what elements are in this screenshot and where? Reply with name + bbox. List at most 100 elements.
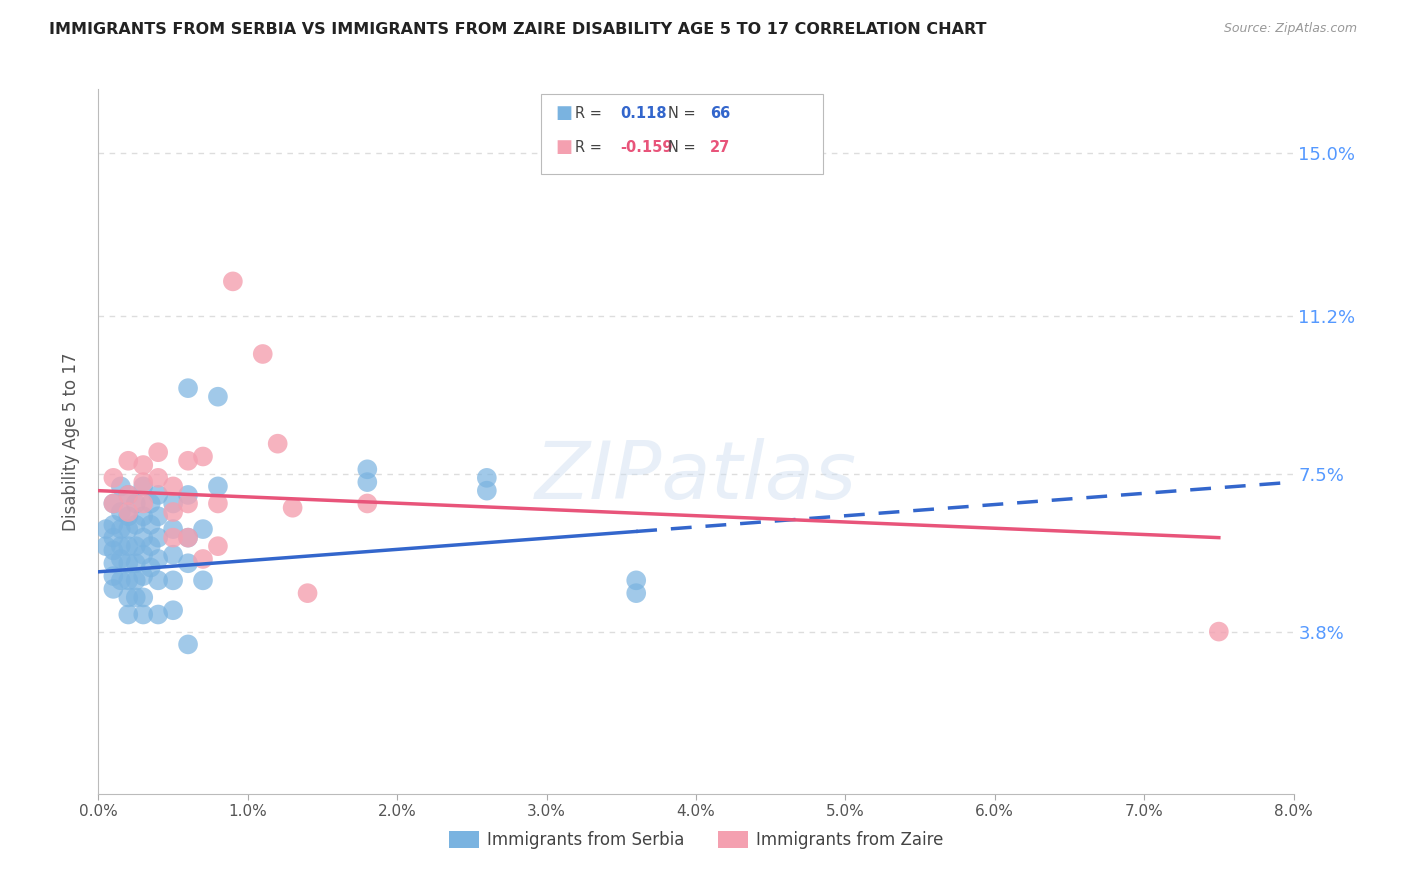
Point bbox=[117, 556, 139, 570]
Point bbox=[103, 569, 125, 583]
Point bbox=[117, 539, 139, 553]
Point bbox=[267, 436, 290, 450]
Point bbox=[117, 607, 139, 622]
Point bbox=[132, 548, 155, 562]
Point bbox=[207, 539, 229, 553]
Point bbox=[222, 274, 245, 288]
Point bbox=[125, 591, 148, 605]
Point bbox=[626, 586, 648, 600]
Point bbox=[356, 475, 378, 489]
Point bbox=[191, 552, 214, 566]
Point bbox=[117, 488, 139, 502]
Point bbox=[132, 479, 155, 493]
Point bbox=[132, 531, 155, 545]
Text: ZIPatlas: ZIPatlas bbox=[534, 438, 858, 516]
Point bbox=[94, 539, 117, 553]
Text: ■: ■ bbox=[555, 104, 572, 122]
Legend: Immigrants from Serbia, Immigrants from Zaire: Immigrants from Serbia, Immigrants from … bbox=[441, 824, 950, 856]
Point bbox=[139, 496, 162, 510]
Point bbox=[132, 496, 155, 510]
Point bbox=[626, 574, 648, 588]
Point bbox=[162, 548, 184, 562]
Point bbox=[162, 531, 184, 545]
Point bbox=[162, 574, 184, 588]
Point bbox=[117, 574, 139, 588]
Text: 0.118: 0.118 bbox=[620, 106, 666, 120]
Point bbox=[148, 445, 170, 459]
Point bbox=[177, 488, 200, 502]
Point bbox=[139, 539, 162, 553]
Y-axis label: Disability Age 5 to 17: Disability Age 5 to 17 bbox=[62, 352, 80, 531]
Point bbox=[139, 517, 162, 532]
Point bbox=[1208, 624, 1230, 639]
Text: N =: N = bbox=[668, 140, 700, 154]
Point bbox=[132, 509, 155, 524]
Point bbox=[103, 496, 125, 510]
Point bbox=[191, 450, 214, 464]
Point bbox=[125, 517, 148, 532]
Point bbox=[281, 500, 304, 515]
Point bbox=[177, 531, 200, 545]
Point bbox=[103, 517, 125, 532]
Point bbox=[125, 539, 148, 553]
Point bbox=[103, 531, 125, 545]
Point bbox=[125, 556, 148, 570]
Point bbox=[148, 531, 170, 545]
Text: ■: ■ bbox=[555, 138, 572, 156]
Point bbox=[475, 483, 498, 498]
Point bbox=[117, 522, 139, 536]
Point bbox=[177, 556, 200, 570]
Point bbox=[475, 471, 498, 485]
Point bbox=[162, 479, 184, 493]
Point bbox=[177, 381, 200, 395]
Point bbox=[356, 496, 378, 510]
Point bbox=[148, 471, 170, 485]
Point bbox=[132, 458, 155, 472]
Point bbox=[103, 556, 125, 570]
Point bbox=[148, 574, 170, 588]
Point bbox=[103, 496, 125, 510]
Point bbox=[177, 637, 200, 651]
Point bbox=[252, 347, 274, 361]
Point bbox=[110, 479, 132, 493]
Point bbox=[177, 496, 200, 510]
Point bbox=[162, 505, 184, 519]
Point bbox=[132, 475, 155, 489]
Point bbox=[162, 496, 184, 510]
Point bbox=[191, 574, 214, 588]
Point bbox=[110, 552, 132, 566]
Text: R =: R = bbox=[575, 106, 606, 120]
Point bbox=[148, 607, 170, 622]
Text: R =: R = bbox=[575, 140, 606, 154]
Point bbox=[103, 582, 125, 596]
Point bbox=[177, 454, 200, 468]
Point bbox=[132, 607, 155, 622]
Point bbox=[125, 496, 148, 510]
Point bbox=[207, 496, 229, 510]
Text: IMMIGRANTS FROM SERBIA VS IMMIGRANTS FROM ZAIRE DISABILITY AGE 5 TO 17 CORRELATI: IMMIGRANTS FROM SERBIA VS IMMIGRANTS FRO… bbox=[49, 22, 987, 37]
Point bbox=[110, 522, 132, 536]
Point bbox=[207, 390, 229, 404]
Point bbox=[148, 509, 170, 524]
Point bbox=[132, 591, 155, 605]
Point bbox=[356, 462, 378, 476]
Point bbox=[177, 531, 200, 545]
Point bbox=[191, 522, 214, 536]
Point bbox=[297, 586, 319, 600]
Text: -0.159: -0.159 bbox=[620, 140, 672, 154]
Point bbox=[103, 471, 125, 485]
Point bbox=[139, 560, 162, 574]
Point bbox=[103, 543, 125, 558]
Point bbox=[162, 603, 184, 617]
Point bbox=[117, 505, 139, 519]
Text: Source: ZipAtlas.com: Source: ZipAtlas.com bbox=[1223, 22, 1357, 36]
Point bbox=[110, 505, 132, 519]
Text: 66: 66 bbox=[710, 106, 730, 120]
Point bbox=[148, 552, 170, 566]
Text: N =: N = bbox=[668, 106, 700, 120]
Point bbox=[148, 488, 170, 502]
Point bbox=[117, 591, 139, 605]
Point bbox=[117, 488, 139, 502]
Text: 27: 27 bbox=[710, 140, 730, 154]
Point bbox=[117, 509, 139, 524]
